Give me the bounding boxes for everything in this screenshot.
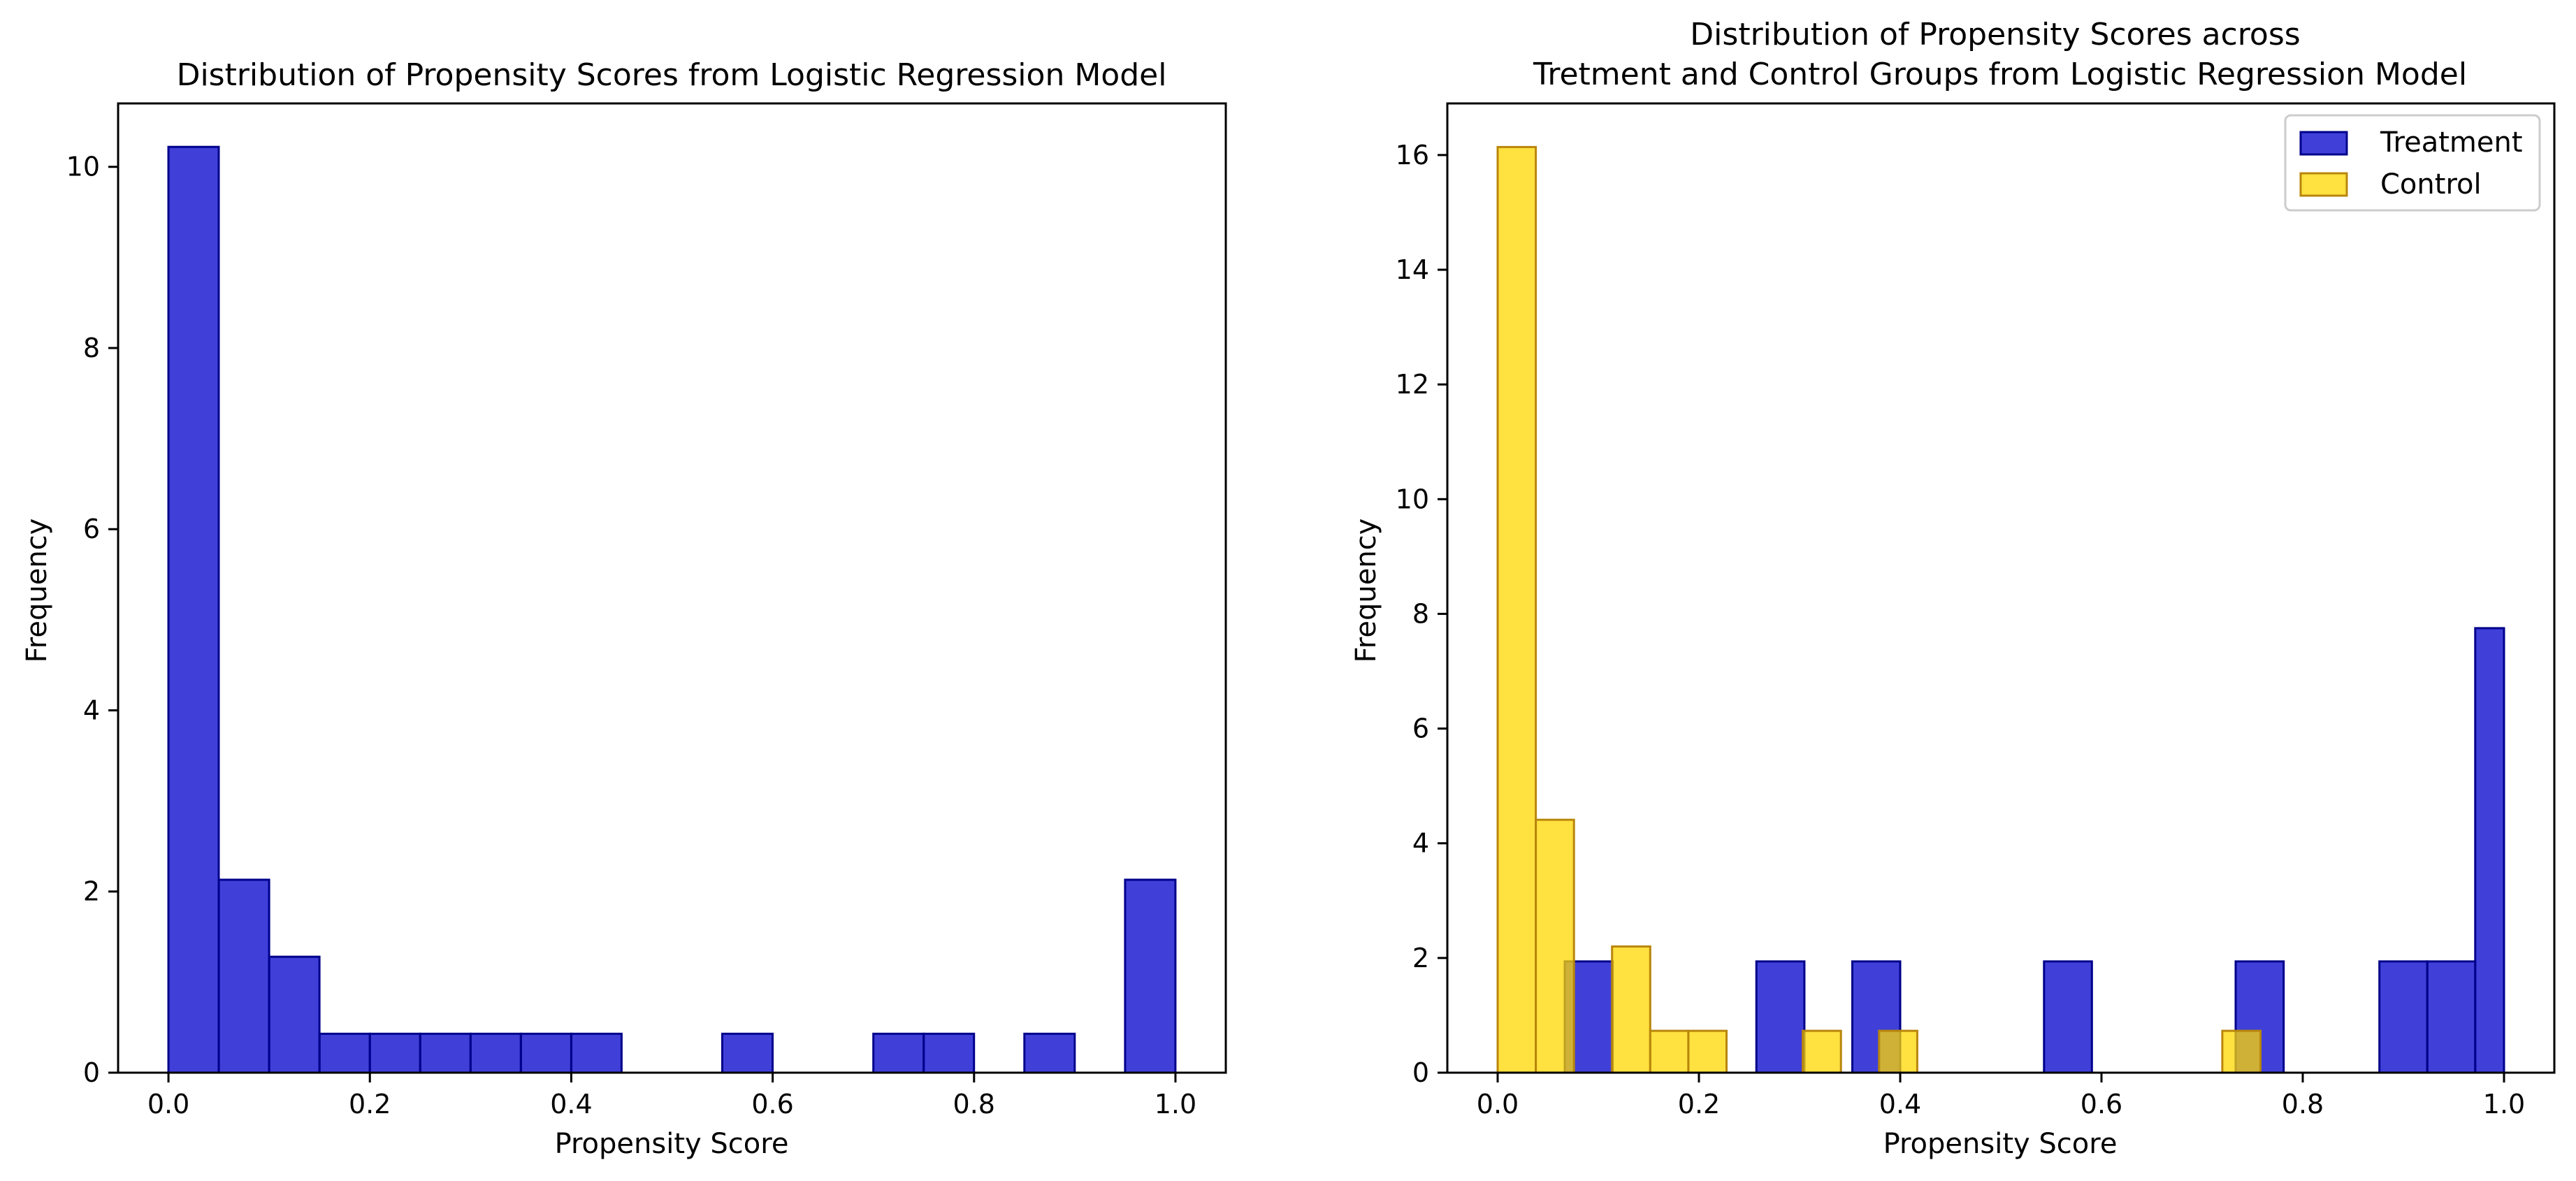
x-tick-label: 0.0 bbox=[147, 1089, 189, 1120]
bar-control-4 bbox=[1649, 1029, 1690, 1074]
legend-swatch-treatment bbox=[2299, 131, 2348, 156]
y-axis-ticks: 0 2 4 6 8 10 12 14 16 bbox=[1396, 140, 1447, 1088]
bar-series-8 bbox=[570, 1032, 623, 1074]
legend: Treatment Control bbox=[2284, 114, 2541, 212]
y-tick-label: 4 bbox=[1412, 828, 1429, 859]
histogram-overall: Distribution of Propensity Scores from L… bbox=[21, 57, 1227, 1160]
bar-series-15 bbox=[922, 1032, 976, 1074]
y-tick-label: 6 bbox=[83, 514, 100, 544]
bar-series-4 bbox=[368, 1032, 421, 1074]
x-tick-label: 0.4 bbox=[550, 1089, 592, 1120]
bar-series-17 bbox=[1023, 1032, 1076, 1074]
bar-treatment-18 bbox=[2426, 960, 2477, 1074]
bar-series-3 bbox=[318, 1032, 371, 1074]
x-tick-label: 0.6 bbox=[2081, 1089, 2122, 1120]
y-tick-label: 2 bbox=[83, 876, 100, 907]
bar-series-14 bbox=[872, 1032, 925, 1074]
plot-frame bbox=[1446, 102, 2556, 1074]
bar-control-1 bbox=[1535, 818, 1575, 1074]
chart-title-line-1: Distribution of Propensity Scores across bbox=[1690, 17, 2300, 52]
y-tick-label: 4 bbox=[83, 695, 100, 725]
bar-series-0 bbox=[167, 145, 220, 1074]
legend-label-treatment: Treatment bbox=[2380, 126, 2523, 159]
x-tick-label: 0.2 bbox=[349, 1089, 391, 1120]
bar-series-19 bbox=[1124, 878, 1177, 1074]
legend-frame bbox=[2284, 114, 2541, 212]
x-axis-label: Propensity Score bbox=[555, 1128, 789, 1160]
y-tick-label: 10 bbox=[66, 152, 100, 182]
y-axis-label: Frequency bbox=[1350, 519, 1382, 663]
bar-series-6 bbox=[469, 1032, 522, 1074]
y-tick-label: 0 bbox=[83, 1057, 100, 1088]
bar-control-8 bbox=[1802, 1029, 1842, 1074]
x-tick-label: 0.8 bbox=[2282, 1089, 2324, 1120]
bar-treatment-10 bbox=[2043, 960, 2093, 1074]
bar-control-19 bbox=[2221, 1029, 2262, 1074]
x-tick-label: 1.0 bbox=[2483, 1089, 2525, 1120]
bars bbox=[167, 145, 1177, 1074]
x-axis-label: Propensity Score bbox=[1883, 1128, 2118, 1160]
x-tick-label: 0.2 bbox=[1678, 1089, 1720, 1120]
y-tick-label: 8 bbox=[83, 333, 100, 363]
x-tick-label: 0.6 bbox=[751, 1089, 793, 1120]
chart-title-line-2: Tretment and Control Groups from Logisti… bbox=[1533, 57, 2467, 92]
y-tick-label: 14 bbox=[1396, 254, 1429, 285]
bar-series-7 bbox=[519, 1032, 572, 1074]
y-tick-label: 10 bbox=[1396, 484, 1429, 514]
x-axis-ticks: 0.0 0.2 0.4 0.6 0.8 1.0 bbox=[147, 1073, 1196, 1120]
bar-control-3 bbox=[1611, 945, 1651, 1074]
bar-control-5 bbox=[1687, 1029, 1728, 1074]
bars bbox=[1496, 145, 2505, 1074]
histogram-by-group: Distribution of Propensity Scores across… bbox=[1350, 17, 2556, 1160]
y-tick-label: 0 bbox=[1412, 1057, 1429, 1088]
bar-control-0 bbox=[1496, 145, 1537, 1074]
bar-series-11 bbox=[721, 1032, 774, 1074]
bar-series-2 bbox=[268, 955, 321, 1074]
y-tick-label: 8 bbox=[1412, 598, 1429, 629]
plot-frame bbox=[117, 102, 1227, 1074]
bar-series-1 bbox=[217, 878, 270, 1074]
y-tick-label: 6 bbox=[1412, 713, 1429, 744]
y-axis-label: Frequency bbox=[21, 519, 53, 663]
y-tick-label: 16 bbox=[1396, 140, 1429, 171]
bar-series-5 bbox=[419, 1032, 472, 1074]
bar-treatment-17 bbox=[2378, 960, 2429, 1074]
legend-label-control: Control bbox=[2380, 168, 2482, 201]
y-axis-ticks: 0 2 4 6 8 10 bbox=[66, 152, 118, 1088]
x-tick-label: 1.0 bbox=[1155, 1089, 1196, 1120]
legend-swatch-control bbox=[2299, 172, 2348, 197]
x-axis-ticks: 0.0 0.2 0.4 0.6 0.8 1.0 bbox=[1477, 1073, 2525, 1120]
y-tick-label: 2 bbox=[1412, 943, 1429, 973]
x-tick-label: 0.0 bbox=[1477, 1089, 1519, 1120]
x-tick-label: 0.4 bbox=[1879, 1089, 1921, 1120]
bar-treatment-4 bbox=[1755, 960, 1806, 1074]
chart-title: Distribution of Propensity Scores across… bbox=[1533, 17, 2467, 92]
y-tick-label: 12 bbox=[1396, 369, 1429, 400]
bar-control-10 bbox=[1878, 1029, 1918, 1074]
chart-title: Distribution of Propensity Scores from L… bbox=[177, 57, 1167, 93]
bar-treatment-19 bbox=[2474, 627, 2505, 1074]
x-tick-label: 0.8 bbox=[953, 1089, 995, 1120]
